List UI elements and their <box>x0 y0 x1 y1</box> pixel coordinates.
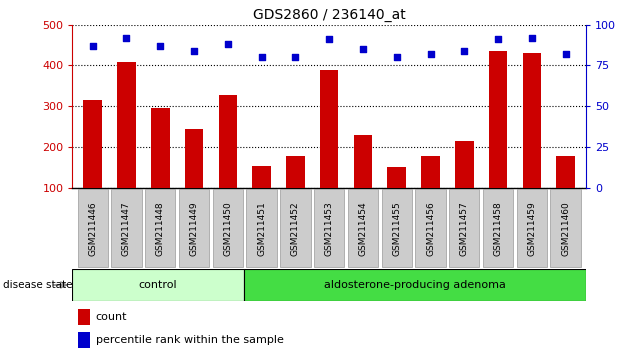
FancyBboxPatch shape <box>348 189 378 267</box>
Title: GDS2860 / 236140_at: GDS2860 / 236140_at <box>253 8 406 22</box>
Text: GSM211458: GSM211458 <box>493 201 503 256</box>
Point <box>290 55 301 60</box>
FancyBboxPatch shape <box>213 189 243 267</box>
Point <box>527 35 537 41</box>
Point <box>324 36 334 42</box>
Text: control: control <box>139 280 177 290</box>
Bar <box>185 129 203 228</box>
FancyBboxPatch shape <box>179 189 209 267</box>
FancyBboxPatch shape <box>449 189 479 267</box>
Point <box>392 55 402 60</box>
Bar <box>353 135 372 228</box>
Bar <box>455 141 474 228</box>
FancyBboxPatch shape <box>72 269 244 301</box>
Point <box>88 43 98 49</box>
Text: disease state: disease state <box>3 280 72 290</box>
FancyBboxPatch shape <box>246 189 277 267</box>
Bar <box>556 156 575 228</box>
Point <box>189 48 199 54</box>
FancyBboxPatch shape <box>382 189 412 267</box>
Bar <box>286 156 305 228</box>
Bar <box>151 108 169 228</box>
Point <box>122 35 132 41</box>
Text: GSM211460: GSM211460 <box>561 201 570 256</box>
Point <box>155 43 165 49</box>
FancyBboxPatch shape <box>483 189 513 267</box>
Bar <box>320 70 338 228</box>
Point <box>493 36 503 42</box>
Point <box>256 55 266 60</box>
Text: GSM211453: GSM211453 <box>324 201 334 256</box>
Point <box>561 51 571 57</box>
Text: aldosterone-producing adenoma: aldosterone-producing adenoma <box>324 280 506 290</box>
FancyBboxPatch shape <box>77 189 108 267</box>
FancyBboxPatch shape <box>314 189 345 267</box>
FancyBboxPatch shape <box>415 189 445 267</box>
FancyBboxPatch shape <box>551 189 581 267</box>
Point <box>358 46 368 52</box>
Text: GSM211450: GSM211450 <box>224 201 232 256</box>
Point <box>223 41 233 47</box>
Text: GSM211455: GSM211455 <box>392 201 401 256</box>
Text: GSM211457: GSM211457 <box>460 201 469 256</box>
Bar <box>117 62 136 228</box>
Text: GSM211452: GSM211452 <box>291 201 300 256</box>
Text: percentile rank within the sample: percentile rank within the sample <box>96 335 284 345</box>
FancyBboxPatch shape <box>517 189 547 267</box>
Bar <box>489 51 507 228</box>
Bar <box>77 309 91 325</box>
Bar <box>421 156 440 228</box>
Bar <box>83 100 102 228</box>
Text: GSM211456: GSM211456 <box>426 201 435 256</box>
FancyBboxPatch shape <box>145 189 176 267</box>
Point <box>459 48 469 54</box>
Text: GSM211449: GSM211449 <box>190 201 198 256</box>
Text: GSM211447: GSM211447 <box>122 201 131 256</box>
Text: count: count <box>96 312 127 322</box>
Text: GSM211459: GSM211459 <box>527 201 536 256</box>
Text: GSM211446: GSM211446 <box>88 201 97 256</box>
FancyBboxPatch shape <box>112 189 142 267</box>
Bar <box>219 95 237 228</box>
FancyBboxPatch shape <box>280 189 311 267</box>
Text: GSM211448: GSM211448 <box>156 201 165 256</box>
Bar <box>253 166 271 228</box>
Bar <box>522 53 541 228</box>
Point <box>425 51 435 57</box>
FancyBboxPatch shape <box>244 269 586 301</box>
Bar <box>77 332 91 348</box>
Bar <box>387 167 406 228</box>
Text: GSM211451: GSM211451 <box>257 201 266 256</box>
Text: GSM211454: GSM211454 <box>358 201 367 256</box>
